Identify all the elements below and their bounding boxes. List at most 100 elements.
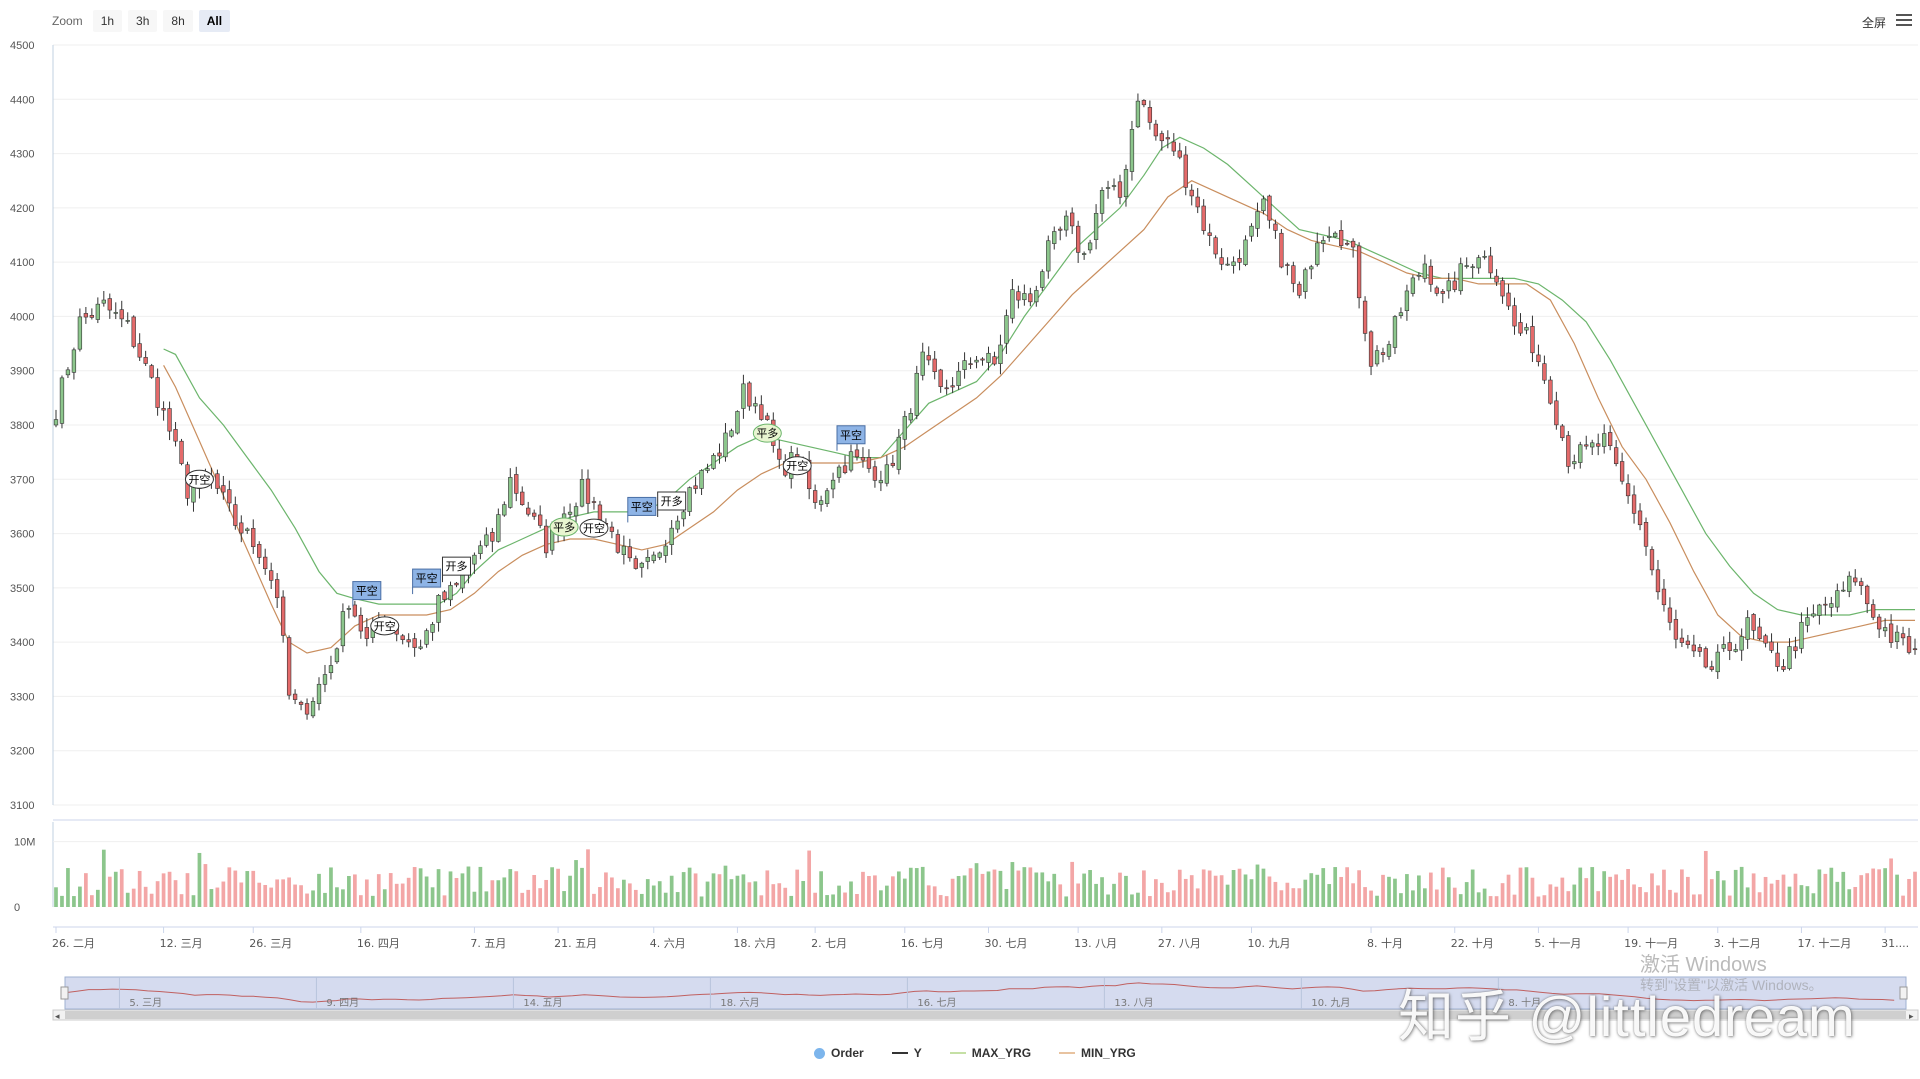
candle[interactable]: [1117, 181, 1123, 198]
candle[interactable]: [579, 479, 585, 507]
volume-bar[interactable]: [1811, 893, 1816, 907]
volume-bar[interactable]: [1560, 877, 1565, 907]
volume-bar[interactable]: [1781, 874, 1786, 907]
volume-bar[interactable]: [1417, 875, 1421, 907]
candle[interactable]: [1356, 245, 1362, 299]
volume-bar[interactable]: [1446, 877, 1451, 907]
volume-bar[interactable]: [1703, 850, 1708, 907]
candle[interactable]: [938, 369, 943, 387]
candle[interactable]: [448, 585, 453, 601]
volume-bar[interactable]: [472, 891, 477, 907]
candle[interactable]: [137, 343, 142, 358]
candle[interactable]: [585, 478, 591, 504]
volume-bar[interactable]: [1201, 869, 1206, 907]
candle[interactable]: [1763, 635, 1768, 644]
volume-bar[interactable]: [1070, 861, 1075, 907]
volume-bar[interactable]: [1709, 879, 1714, 907]
candle[interactable]: [1643, 522, 1649, 547]
volume-bar[interactable]: [1596, 891, 1601, 907]
volume-bar[interactable]: [753, 881, 758, 907]
volume-bar[interactable]: [358, 895, 363, 907]
volume-bar[interactable]: [873, 875, 877, 907]
volume-bar[interactable]: [341, 889, 345, 907]
candle[interactable]: [1799, 621, 1804, 649]
candle[interactable]: [1805, 617, 1810, 626]
candle[interactable]: [1333, 232, 1338, 238]
candle[interactable]: [872, 466, 878, 481]
volume-bar[interactable]: [1130, 894, 1134, 907]
candle[interactable]: [1303, 269, 1308, 292]
candle[interactable]: [1888, 623, 1894, 643]
candle[interactable]: [1745, 617, 1750, 640]
candle[interactable]: [1255, 211, 1260, 229]
volume-bar[interactable]: [95, 889, 100, 907]
volume-bar[interactable]: [1088, 870, 1092, 907]
volume-bar[interactable]: [1225, 884, 1230, 907]
volume-bar[interactable]: [765, 870, 770, 907]
volume-bar[interactable]: [394, 883, 399, 907]
candle[interactable]: [807, 459, 812, 490]
candle[interactable]: [1237, 258, 1242, 263]
candle[interactable]: [275, 579, 280, 599]
candle[interactable]: [669, 527, 674, 545]
volume-bar[interactable]: [84, 873, 88, 907]
order-marker[interactable]: [752, 423, 782, 443]
volume-bar[interactable]: [885, 885, 889, 907]
candle[interactable]: [1213, 237, 1218, 255]
volume-bar[interactable]: [771, 884, 776, 907]
candle[interactable]: [866, 457, 872, 469]
volume-bar[interactable]: [442, 895, 447, 907]
candle[interactable]: [615, 534, 621, 553]
volume-bar[interactable]: [1763, 876, 1768, 907]
volume-bar[interactable]: [275, 879, 280, 907]
volume-bar[interactable]: [980, 873, 985, 907]
candle[interactable]: [340, 611, 346, 647]
candle[interactable]: [1374, 350, 1380, 365]
candle[interactable]: [1458, 263, 1463, 292]
volume-bar[interactable]: [1859, 875, 1864, 907]
candle[interactable]: [1602, 433, 1607, 447]
candle[interactable]: [269, 570, 274, 581]
volume-bar[interactable]: [1267, 876, 1272, 907]
volume-bar[interactable]: [1542, 895, 1547, 907]
candle[interactable]: [1159, 133, 1164, 142]
candle[interactable]: [418, 646, 423, 649]
order-marker[interactable]: [352, 581, 382, 601]
volume-bar[interactable]: [1632, 884, 1636, 907]
volume-bar[interactable]: [1154, 879, 1158, 907]
volume-bar[interactable]: [645, 879, 650, 907]
candle[interactable]: [926, 355, 931, 361]
volume-bar[interactable]: [454, 877, 459, 907]
volume-bar[interactable]: [1118, 872, 1122, 907]
volume-bar[interactable]: [1004, 888, 1009, 907]
candle[interactable]: [221, 485, 226, 493]
navigator-handle-left[interactable]: [60, 986, 69, 1000]
candle[interactable]: [1105, 187, 1111, 189]
candle[interactable]: [1518, 322, 1523, 334]
volume-bar[interactable]: [1440, 867, 1445, 907]
candle[interactable]: [842, 465, 848, 474]
volume-bar[interactable]: [1177, 869, 1182, 907]
volume-bar[interactable]: [902, 878, 907, 907]
candle[interactable]: [1679, 637, 1685, 643]
candle[interactable]: [1673, 619, 1679, 640]
volume-bar[interactable]: [1285, 882, 1290, 907]
candle[interactable]: [520, 491, 525, 505]
volume-bar[interactable]: [962, 875, 967, 907]
candle[interactable]: [639, 562, 644, 568]
order-marker[interactable]: [441, 556, 471, 576]
candle[interactable]: [1398, 312, 1404, 316]
candle[interactable]: [1506, 292, 1511, 307]
candle[interactable]: [1554, 400, 1559, 426]
volume-bar[interactable]: [317, 873, 321, 907]
candle[interactable]: [490, 532, 495, 542]
volume-bar[interactable]: [1602, 871, 1607, 907]
candle[interactable]: [651, 554, 656, 561]
candle[interactable]: [1769, 641, 1774, 651]
candle[interactable]: [1882, 627, 1888, 632]
candle[interactable]: [1542, 363, 1547, 381]
candle[interactable]: [1034, 290, 1039, 303]
candle[interactable]: [1446, 280, 1451, 292]
candle[interactable]: [1058, 228, 1063, 231]
volume-bar[interactable]: [323, 892, 327, 907]
